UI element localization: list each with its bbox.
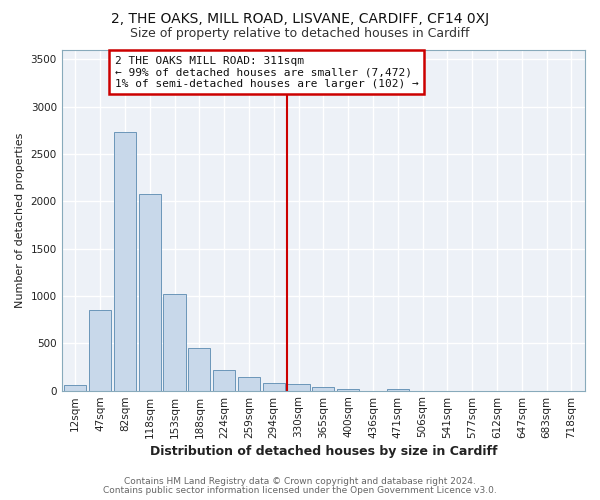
Text: 2 THE OAKS MILL ROAD: 311sqm
← 99% of detached houses are smaller (7,472)
1% of : 2 THE OAKS MILL ROAD: 311sqm ← 99% of de… bbox=[115, 56, 419, 89]
X-axis label: Distribution of detached houses by size in Cardiff: Distribution of detached houses by size … bbox=[149, 444, 497, 458]
Bar bbox=[287, 384, 310, 390]
Bar bbox=[238, 377, 260, 390]
Bar bbox=[188, 348, 211, 391]
Bar bbox=[386, 388, 409, 390]
Bar bbox=[114, 132, 136, 390]
Text: Size of property relative to detached houses in Cardiff: Size of property relative to detached ho… bbox=[130, 28, 470, 40]
Y-axis label: Number of detached properties: Number of detached properties bbox=[15, 132, 25, 308]
Bar bbox=[337, 389, 359, 390]
Text: Contains HM Land Registry data © Crown copyright and database right 2024.: Contains HM Land Registry data © Crown c… bbox=[124, 477, 476, 486]
Bar bbox=[139, 194, 161, 390]
Bar bbox=[312, 388, 334, 390]
Text: Contains public sector information licensed under the Open Government Licence v3: Contains public sector information licen… bbox=[103, 486, 497, 495]
Bar bbox=[64, 386, 86, 390]
Text: 2, THE OAKS, MILL ROAD, LISVANE, CARDIFF, CF14 0XJ: 2, THE OAKS, MILL ROAD, LISVANE, CARDIFF… bbox=[111, 12, 489, 26]
Bar bbox=[263, 384, 285, 390]
Bar bbox=[89, 310, 111, 390]
Bar bbox=[163, 294, 185, 390]
Bar bbox=[213, 370, 235, 390]
